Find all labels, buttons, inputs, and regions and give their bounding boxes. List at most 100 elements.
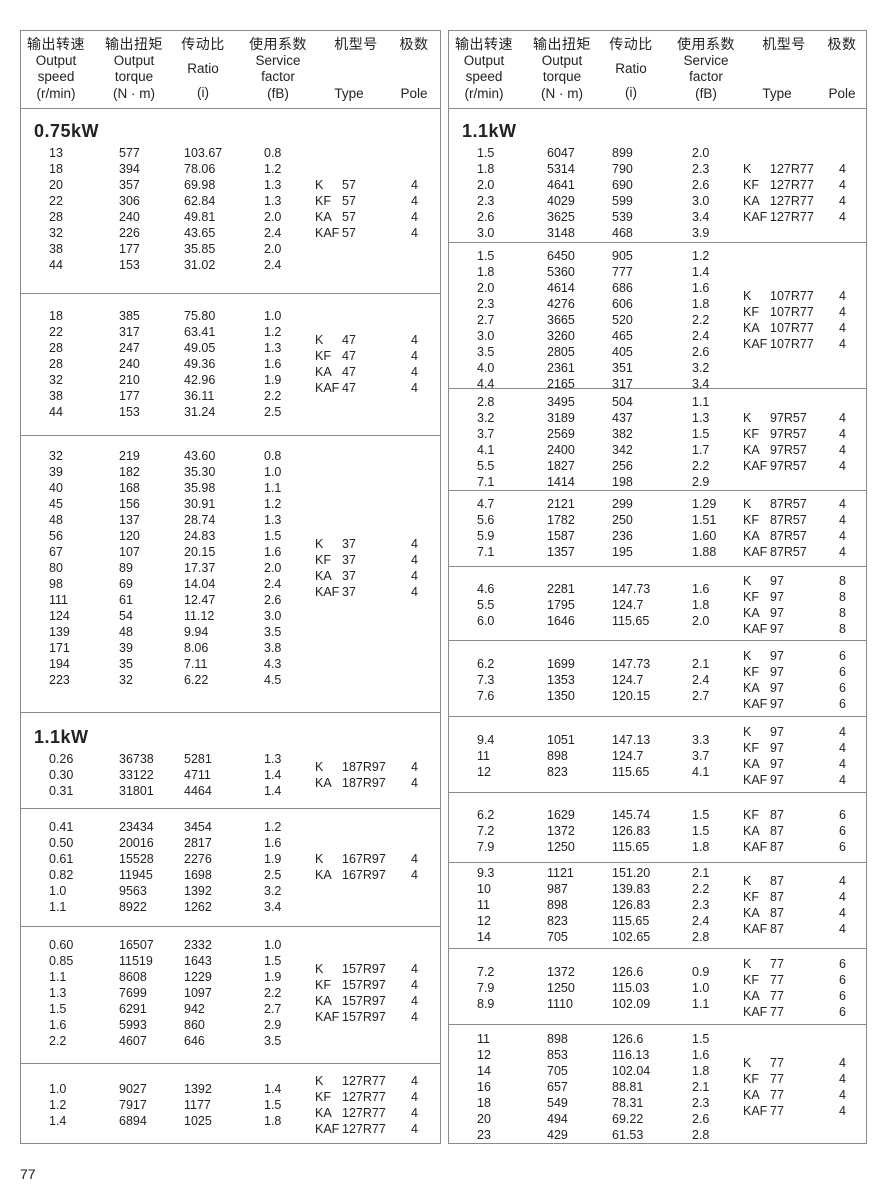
table-row: 7.9 1250 115.03 1.0 [449,980,739,996]
cell-ratio: 62.84 [184,194,216,208]
type-list: K 37 4 KF 37 4 KA 37 4 KAF 37 4 [315,536,435,600]
header-torque-en2: torque [542,69,582,84]
cell-output-torque: 137 [119,513,140,527]
cell-output-torque: 240 [119,357,140,371]
cell-output-torque: 1699 [547,657,575,671]
header-sf-en1: Service [255,52,301,68]
type-row: KA 107R77 4 [743,320,863,336]
cell-service-factor: 1.88 [692,545,717,559]
table-row: 3.0 3148 468 3.9 [449,225,739,241]
cell-service-factor: 1.8 [692,840,710,854]
pole-count: 6 [839,808,846,822]
type-model: 77 [770,1104,784,1118]
data-rows: 32 219 43.60 0.8 39 182 35.30 1.0 40 168 35.98 1.1 4… [21,448,311,688]
cell-output-torque: 9027 [119,1082,147,1096]
cell-output-torque: 705 [547,1064,568,1078]
pole-count: 4 [411,194,418,208]
cell-output-torque: 3625 [547,210,575,224]
pole-count: 4 [411,178,418,192]
cell-output-torque: 823 [547,765,568,779]
cell-service-factor: 2.0 [692,614,710,628]
type-model: 107R77 [770,337,814,351]
cell-output-torque: 33122 [119,768,154,782]
header-sf-unit: (fB) [695,85,717,101]
table-row: 7.3 1353 124.7 2.4 [449,672,739,688]
header-sf-en1: Service [683,52,729,68]
cell-ratio: 9.94 [184,625,209,639]
cell-output-speed: 22 [49,325,63,339]
table-row: 2.0 4641 690 2.6 [449,177,739,193]
cell-service-factor: 1.4 [264,1082,282,1096]
table-row: 67 107 20.15 1.6 [21,544,311,560]
type-row: KAF 157R97 4 [315,1009,435,1025]
cell-ratio: 351 [612,361,633,375]
table-row: 13 577 103.67 0.8 [21,145,311,161]
cell-output-speed: 5.6 [477,513,495,527]
type-model: 77 [770,989,784,1003]
header-type: 机型号 Type [734,36,834,102]
type-prefix: KF [743,590,759,604]
type-row: KAF 87 4 [743,921,863,937]
section-body: 9.3 1121 151.20 2.1 10 987 139.83 2.2 11 898 126.8… [449,865,866,945]
cell-ratio: 120.15 [612,689,651,703]
cell-output-speed: 0.61 [49,852,74,866]
section-body: 32 219 43.60 0.8 39 182 35.30 1.0 40 168 35.98 1.1 4… [21,448,440,688]
type-model: 57 [342,210,356,224]
table-row: 11 898 126.83 2.3 [449,897,739,913]
table-row: 124 54 11.12 3.0 [21,608,311,624]
cell-output-speed: 56 [49,529,63,543]
section: 32 219 43.60 0.8 39 182 35.30 1.0 40 168 35.98 1.1 4… [21,436,440,713]
type-model: 167R97 [342,852,386,866]
type-model: 127R77 [770,210,814,224]
cell-ratio: 103.67 [184,146,223,160]
cell-output-torque: 5314 [547,162,575,176]
header-speed-zh: 输出转速 [27,36,85,52]
type-row: KAF 77 6 [743,1004,863,1020]
pole-count: 4 [411,1106,418,1120]
pole-count: 6 [839,681,846,695]
cell-output-speed: 0.30 [49,768,74,782]
type-row: KF 97R57 4 [743,426,863,442]
cell-service-factor: 2.5 [264,405,282,419]
cell-ratio: 36.11 [184,389,215,403]
type-prefix: K [315,333,324,347]
cell-service-factor: 1.3 [692,411,710,425]
cell-service-factor: 1.6 [264,357,282,371]
cell-output-speed: 4.1 [477,443,495,457]
cell-ratio: 250 [612,513,633,527]
type-row: KA 77 4 [743,1087,863,1103]
type-prefix: KF [743,427,759,441]
header-pole-en: Pole [828,85,856,101]
type-model: 97 [770,725,784,739]
cell-ratio: 942 [184,1002,205,1016]
cell-output-speed: 4.7 [477,497,495,511]
type-prefix: K [743,162,752,176]
table-row: 1.6 5993 860 2.9 [21,1017,311,1033]
cell-service-factor: 2.1 [692,657,710,671]
type-prefix: KA [315,776,332,790]
type-prefix: KF [315,978,331,992]
header-pole: 极数 Pole [797,36,887,102]
cell-service-factor: 2.1 [692,1080,710,1094]
cell-output-speed: 5.5 [477,459,495,473]
type-row: KA 167R97 4 [315,867,435,883]
section: 1.1kW 0.26 36738 5281 1.3 0.30 33122 4711 1.4 0.3… [21,713,440,809]
cell-service-factor: 1.5 [692,427,710,441]
cell-output-speed: 7.9 [477,981,495,995]
table-row: 18 394 78.06 1.2 [21,161,311,177]
cell-ratio: 20.15 [184,545,216,559]
type-row: K 47 4 [315,332,435,348]
type-list: K 167R97 4 KA 167R97 4 [315,851,435,883]
cell-ratio: 690 [612,178,633,192]
section-body: 0.26 36738 5281 1.3 0.30 33122 4711 1.4 0.31 3180… [21,751,440,799]
cell-service-factor: 1.3 [264,178,282,192]
cell-output-torque: 306 [119,194,140,208]
cell-output-speed: 11 [477,898,490,912]
type-row: KF 107R77 4 [743,304,863,320]
cell-output-speed: 38 [49,389,63,403]
cell-output-speed: 2.3 [477,194,495,208]
type-prefix: KA [315,868,332,882]
cell-service-factor: 3.9 [692,226,710,240]
section-body: 0.41 23434 3454 1.2 0.50 20016 2817 1.6 0.61 1552… [21,819,440,915]
pole-count: 4 [839,906,846,920]
